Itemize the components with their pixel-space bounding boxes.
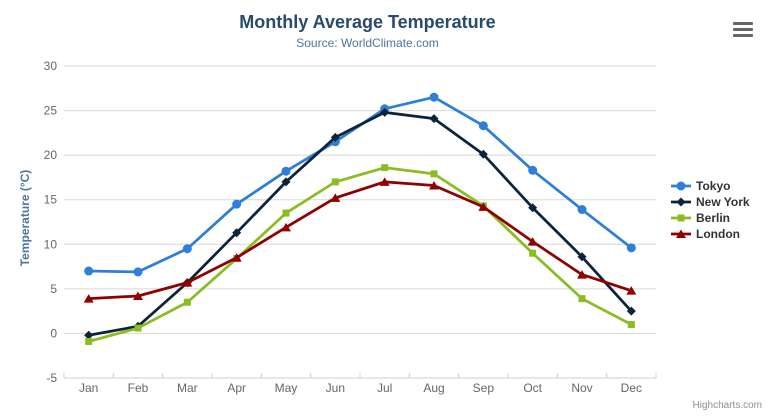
y-axis-label: 30 (44, 59, 58, 73)
circle-legend-marker-icon (671, 181, 691, 191)
hamburger-icon (733, 22, 753, 25)
x-axis-label: Aug (423, 381, 444, 395)
legend: Tokyo New York Berlin London (671, 178, 750, 242)
hamburger-icon (733, 28, 753, 31)
data-point-london[interactable] (379, 177, 390, 186)
data-point-tokyo[interactable] (232, 199, 242, 209)
data-point-london[interactable] (83, 294, 94, 303)
y-axis-label: 0 (50, 326, 57, 340)
legend-item-tokyo[interactable]: Tokyo (671, 178, 750, 194)
data-point-london[interactable] (133, 291, 143, 300)
data-point-london[interactable] (478, 202, 489, 211)
data-point-new-york[interactable] (232, 228, 242, 238)
data-point-berlin[interactable] (430, 170, 438, 178)
legend-item-berlin[interactable]: Berlin (671, 210, 750, 226)
triangle-legend-marker-icon (671, 229, 691, 238)
data-point-berlin[interactable] (578, 295, 586, 303)
data-point-new-york[interactable] (478, 149, 488, 159)
hamburger-icon (733, 34, 753, 37)
chart-subtitle: Source: WorldClimate.com (296, 36, 439, 50)
y-axis-label: 15 (44, 193, 58, 207)
data-point-tokyo[interactable] (281, 166, 291, 176)
data-point-london[interactable] (429, 180, 439, 190)
data-point-new-york[interactable] (626, 306, 636, 316)
data-point-tokyo[interactable] (626, 243, 636, 253)
data-point-london[interactable] (626, 286, 637, 295)
context-menu-button[interactable] (733, 22, 753, 37)
x-axis-label: Feb (128, 381, 149, 395)
legend-label: New York (696, 195, 750, 209)
y-axis-label: 10 (44, 237, 58, 251)
data-point-berlin[interactable] (85, 337, 93, 345)
x-axis-label: Apr (227, 381, 246, 395)
legend-label: Berlin (696, 211, 731, 225)
data-point-berlin[interactable] (529, 249, 537, 257)
data-point-new-york[interactable] (380, 107, 390, 117)
data-point-tokyo[interactable] (528, 165, 538, 175)
x-axis-label: Mar (177, 381, 198, 395)
x-axis-label: Jul (377, 381, 392, 395)
legend-label: London (696, 227, 740, 241)
data-point-new-york[interactable] (577, 252, 587, 262)
data-point-london[interactable] (577, 270, 587, 279)
series-line-new-york (87, 110, 633, 337)
legend-label: Tokyo (696, 179, 731, 193)
x-axis-label: Jun (326, 381, 345, 395)
x-axis-label: Nov (571, 381, 592, 395)
data-point-tokyo[interactable] (478, 121, 488, 131)
x-axis-label: Dec (621, 381, 642, 395)
credits-link[interactable]: Highcharts.com (692, 400, 762, 411)
data-point-berlin[interactable] (331, 178, 339, 186)
square-legend-marker-icon (671, 214, 691, 222)
y-axis-label: 20 (44, 148, 58, 162)
data-point-london[interactable] (182, 278, 193, 287)
data-point-berlin[interactable] (134, 324, 142, 332)
x-axis-label: Sep (473, 381, 495, 395)
data-point-london[interactable] (281, 222, 291, 232)
y-axis-label: -5 (46, 371, 57, 385)
diamond-legend-marker-icon (671, 197, 691, 207)
y-axis-label: 5 (50, 282, 57, 296)
data-point-london[interactable] (527, 237, 538, 246)
data-point-tokyo[interactable] (182, 244, 192, 254)
data-point-london[interactable] (330, 193, 341, 202)
data-point-new-york[interactable] (84, 330, 94, 340)
series-line-berlin (87, 166, 633, 343)
legend-item-new-york[interactable]: New York (671, 194, 750, 210)
data-point-new-york[interactable] (281, 177, 291, 187)
data-point-berlin[interactable] (627, 321, 635, 329)
legend-item-london[interactable]: London (671, 226, 750, 242)
data-point-tokyo[interactable] (577, 205, 587, 215)
data-point-berlin[interactable] (381, 164, 389, 172)
data-point-tokyo[interactable] (84, 266, 94, 276)
data-point-new-york[interactable] (528, 203, 538, 213)
x-axis-label: Oct (523, 381, 542, 395)
data-point-london[interactable] (231, 253, 242, 262)
data-point-tokyo[interactable] (429, 92, 439, 102)
data-point-berlin[interactable] (282, 209, 290, 217)
x-axis-label: May (275, 381, 298, 395)
y-axis-label: 25 (44, 104, 58, 118)
x-axis-label: Jan (79, 381, 98, 395)
series-line-london (87, 180, 633, 301)
data-point-berlin[interactable] (183, 298, 191, 306)
data-point-new-york[interactable] (330, 132, 340, 142)
data-point-new-york[interactable] (429, 114, 439, 124)
data-point-tokyo[interactable] (133, 267, 143, 277)
chart-title: Monthly Average Temperature (239, 12, 496, 32)
